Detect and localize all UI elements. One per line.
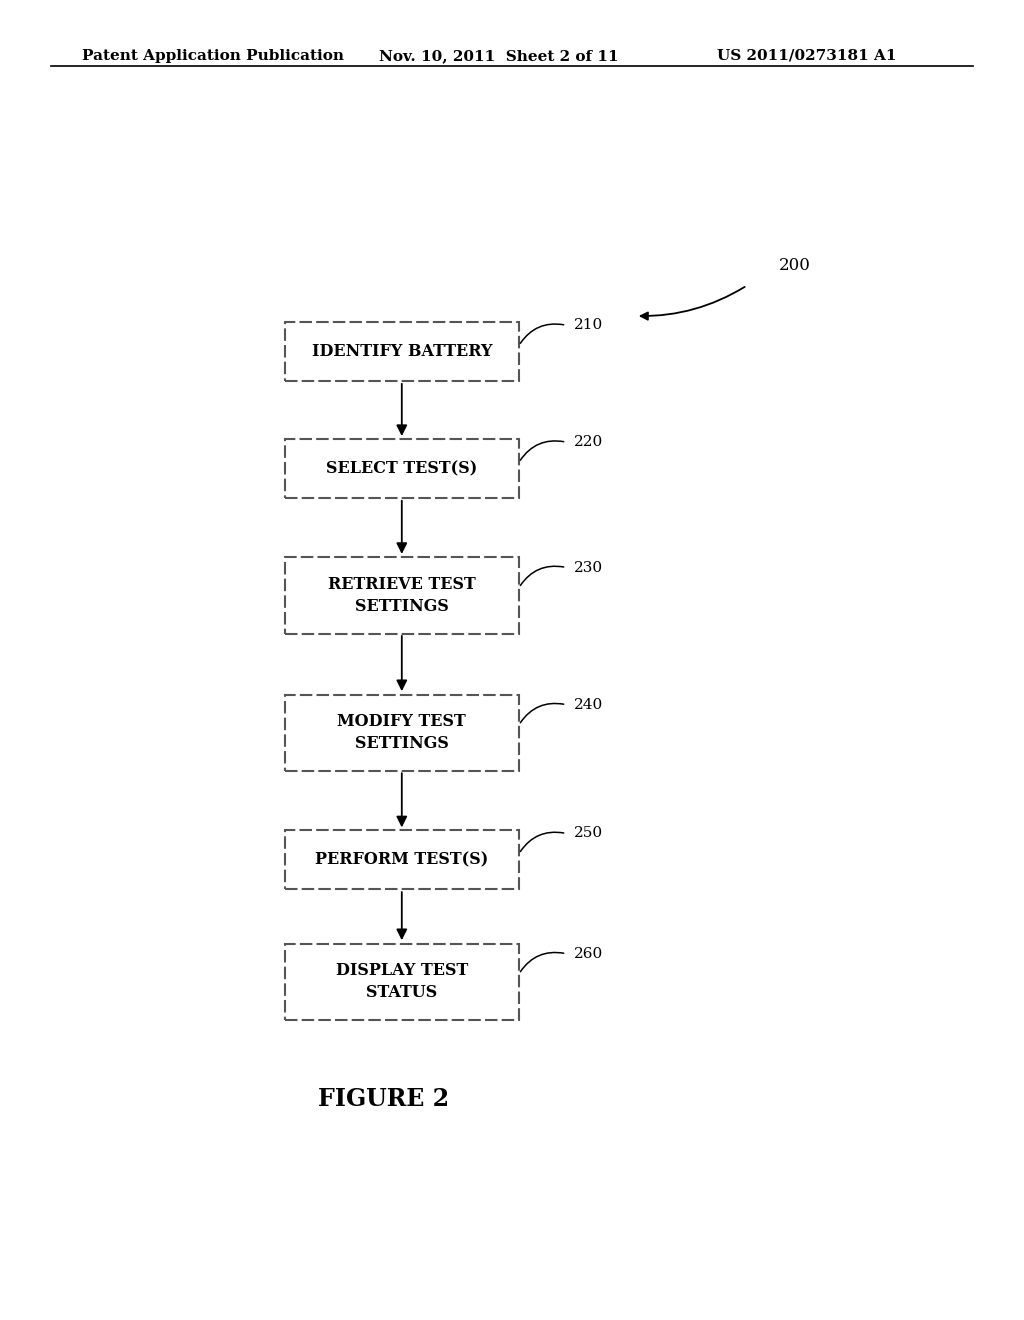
Text: IDENTIFY BATTERY: IDENTIFY BATTERY <box>311 343 493 360</box>
FancyBboxPatch shape <box>285 322 519 381</box>
FancyBboxPatch shape <box>285 694 519 771</box>
Text: 210: 210 <box>574 318 604 333</box>
Text: PERFORM TEST(S): PERFORM TEST(S) <box>315 851 488 869</box>
Text: 240: 240 <box>574 698 604 711</box>
Text: RETRIEVE TEST
SETTINGS: RETRIEVE TEST SETTINGS <box>328 576 476 615</box>
Text: 250: 250 <box>574 826 603 841</box>
Text: 260: 260 <box>574 946 604 961</box>
Text: FIGURE 2: FIGURE 2 <box>318 1086 450 1110</box>
Text: Nov. 10, 2011  Sheet 2 of 11: Nov. 10, 2011 Sheet 2 of 11 <box>379 49 618 63</box>
FancyBboxPatch shape <box>285 944 519 1020</box>
Text: 230: 230 <box>574 561 603 574</box>
Text: Patent Application Publication: Patent Application Publication <box>82 49 344 63</box>
Text: DISPLAY TEST
STATUS: DISPLAY TEST STATUS <box>336 962 468 1002</box>
FancyBboxPatch shape <box>285 830 519 890</box>
FancyBboxPatch shape <box>285 557 519 634</box>
Text: 200: 200 <box>778 256 811 273</box>
Text: US 2011/0273181 A1: US 2011/0273181 A1 <box>717 49 896 63</box>
Text: MODIFY TEST
SETTINGS: MODIFY TEST SETTINGS <box>338 713 466 752</box>
Text: SELECT TEST(S): SELECT TEST(S) <box>327 459 477 477</box>
Text: 220: 220 <box>574 436 604 449</box>
FancyBboxPatch shape <box>285 440 519 498</box>
